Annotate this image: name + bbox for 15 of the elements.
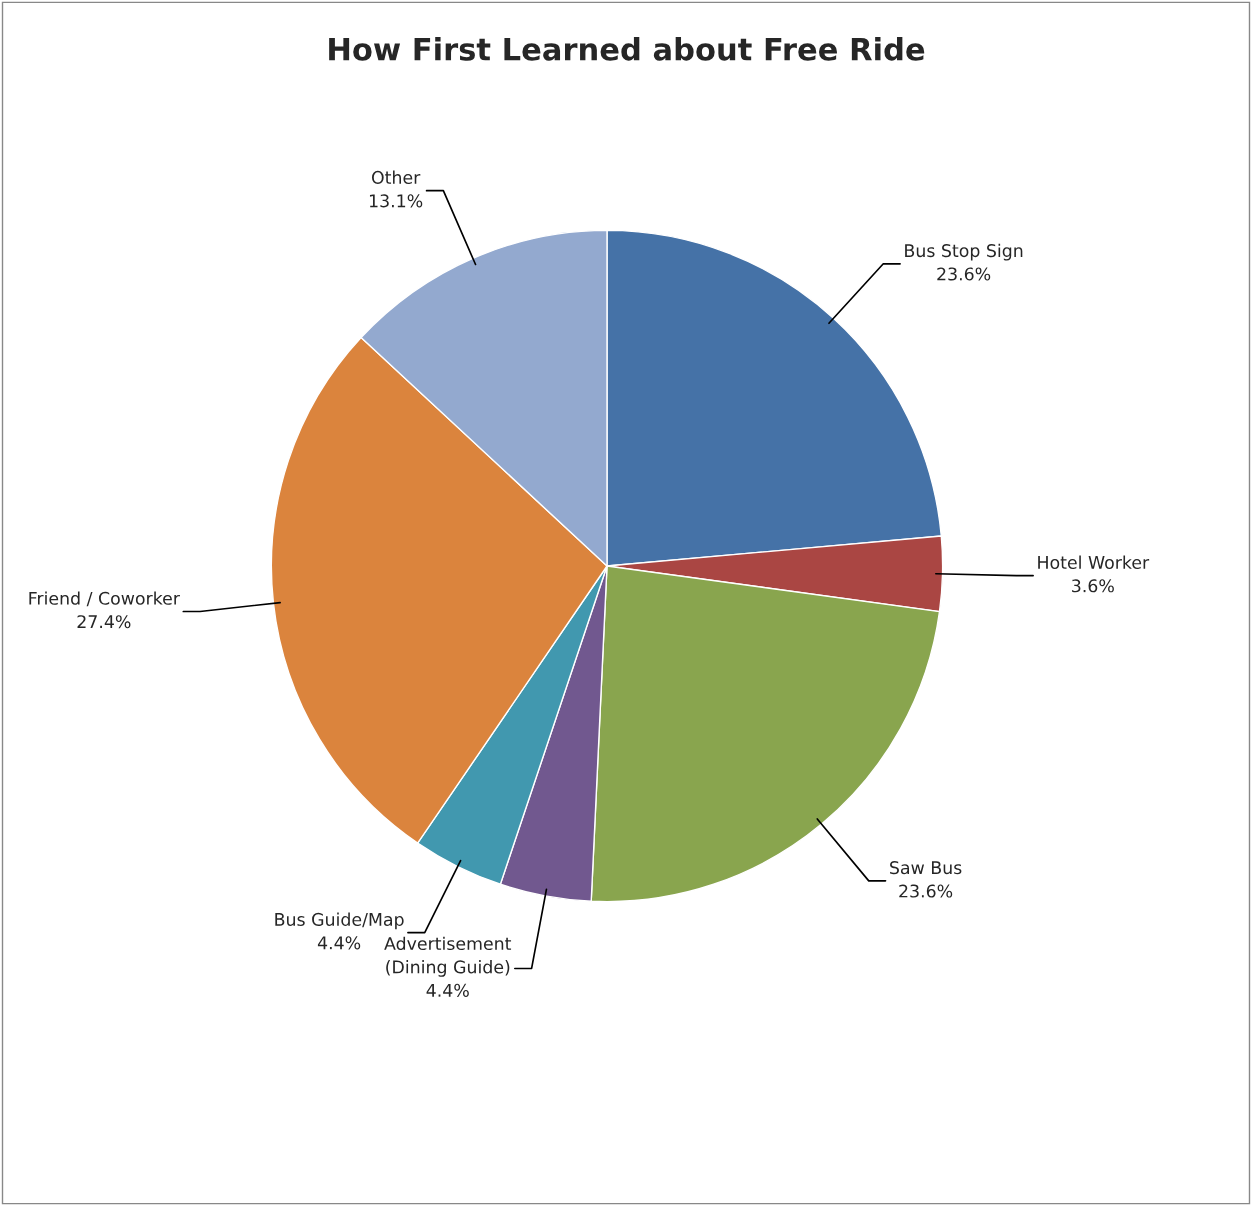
data-label: 4.4% [317, 936, 361, 950]
slice-label: Bus Guide/Map [275, 912, 404, 930]
chart-title: How First Learned about Free Ride [329, 37, 925, 61]
slice-label: Hotel Worker [1038, 555, 1150, 569]
data-label: 3.6% [1072, 579, 1114, 593]
data-label: 4.4% [426, 983, 469, 997]
slice-label: Advertisement (Dining Guide) [384, 936, 512, 977]
data-label: 13.1% [369, 194, 423, 208]
slice-label: Friend / Coworker [29, 591, 180, 607]
slice-label: Bus Stop Sign [905, 243, 1023, 261]
slice-label: Saw Bus [890, 861, 962, 875]
data-label: 23.6% [937, 267, 991, 281]
slice-label: Other [371, 170, 421, 184]
data-label: 27.4% [77, 615, 131, 629]
data-label: 23.6% [899, 884, 953, 898]
